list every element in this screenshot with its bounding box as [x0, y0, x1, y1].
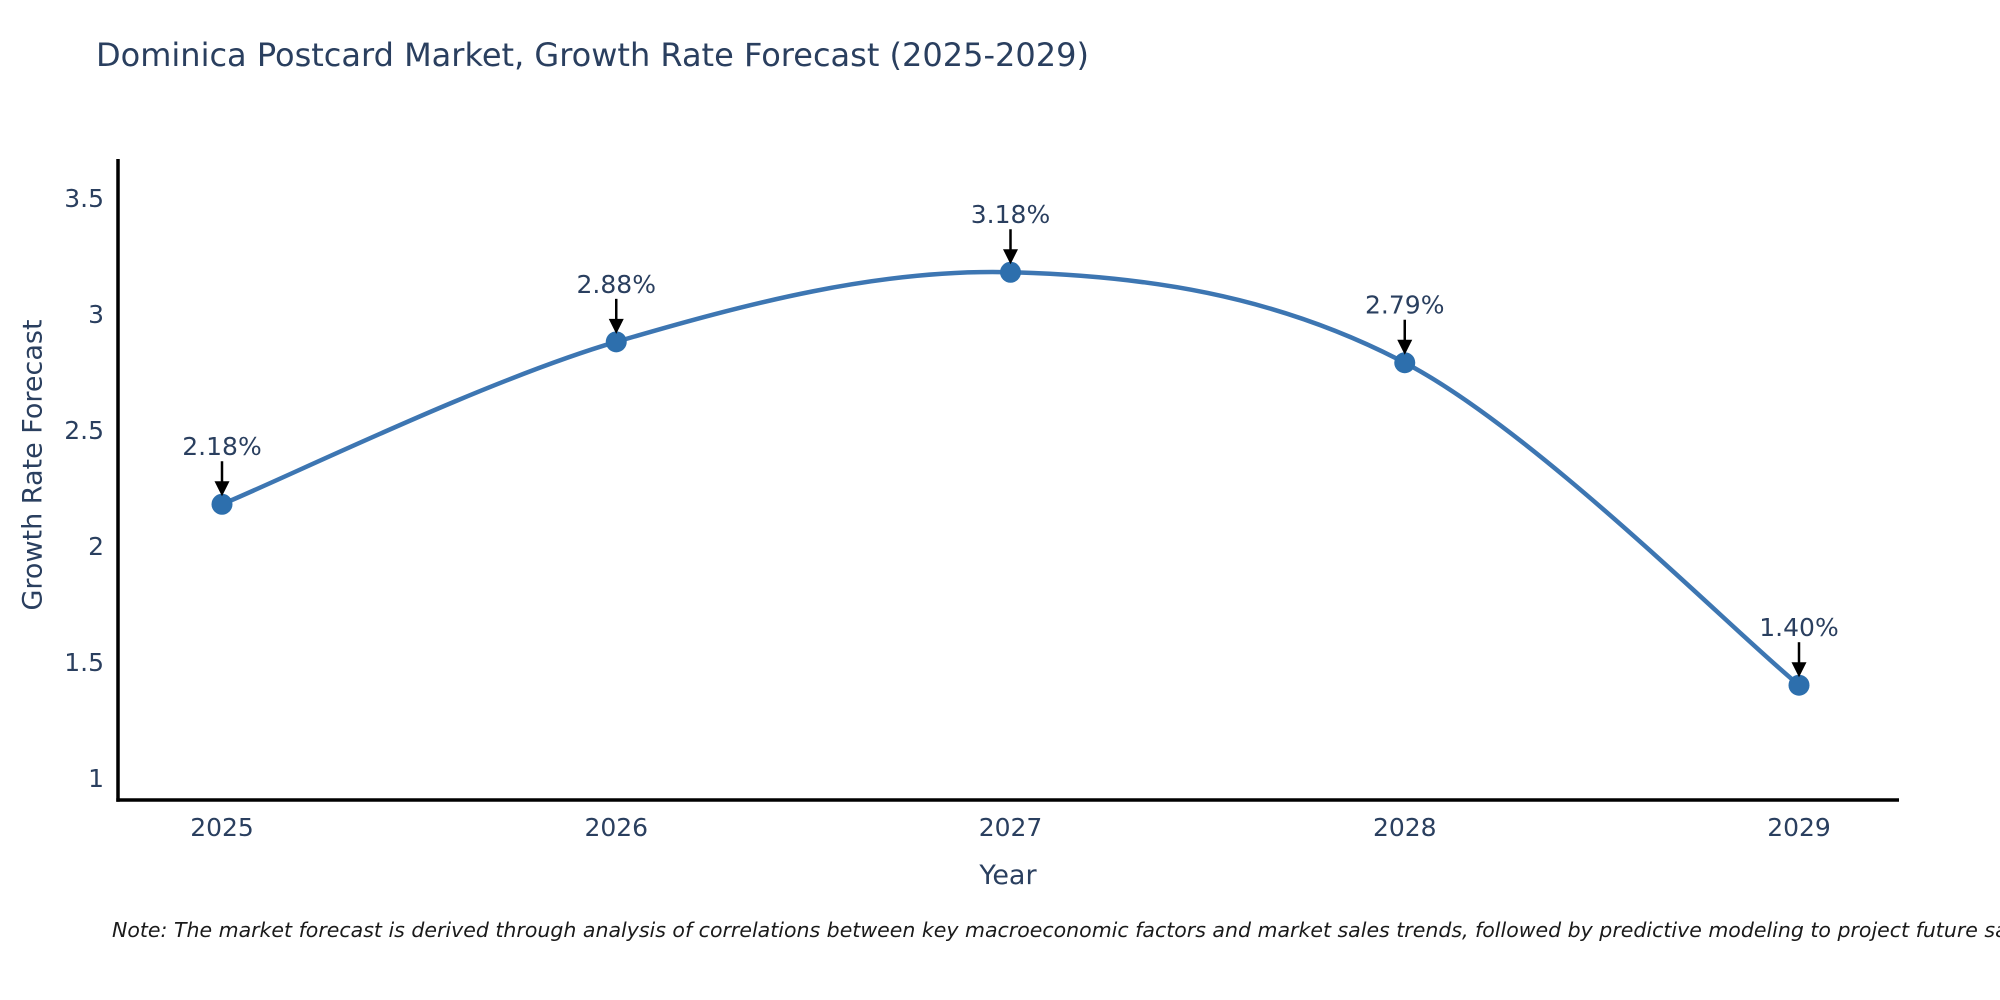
footnote: Note: The market forecast is derived thr…: [112, 918, 2000, 942]
y-tick-label: 2: [88, 532, 104, 561]
annotation-arrow-head: [214, 481, 230, 497]
y-tick-label: 1: [88, 764, 104, 793]
x-tick-label: 2027: [979, 813, 1043, 842]
annotation-arrow-head: [1791, 662, 1807, 678]
annotation-arrow-head: [1397, 339, 1413, 355]
data-point-marker[interactable]: [1000, 261, 1021, 283]
y-tick-label: 3: [88, 300, 104, 329]
forecast-line: [219, 269, 1802, 688]
x-tick-label: 2028: [1373, 813, 1437, 842]
data-point-marker[interactable]: [605, 331, 627, 353]
data-point-marker[interactable]: [211, 493, 233, 515]
data-point-marker[interactable]: [1788, 674, 1810, 696]
annotation-arrow-head: [608, 318, 624, 334]
point-value-label: 2.79%: [1365, 291, 1444, 320]
point-value-label: 3.18%: [971, 200, 1050, 229]
chart-title: Dominica Postcard Market, Growth Rate Fo…: [96, 36, 1089, 74]
point-value-label: 2.18%: [182, 432, 261, 461]
x-tick-label: 2026: [584, 813, 648, 842]
x-tick-label: 2029: [1767, 813, 1831, 842]
point-value-label: 2.88%: [577, 270, 656, 299]
y-tick-label: 3.5: [64, 184, 104, 213]
point-value-label: 1.40%: [1759, 613, 1838, 642]
y-tick-label: 1.5: [64, 648, 104, 677]
x-tick-label: 2025: [190, 813, 254, 842]
y-tick-label: 2.5: [64, 416, 104, 445]
data-point-marker[interactable]: [1394, 352, 1416, 374]
annotation-arrow-head: [1003, 249, 1018, 265]
x-axis-title: Year: [979, 860, 1037, 891]
